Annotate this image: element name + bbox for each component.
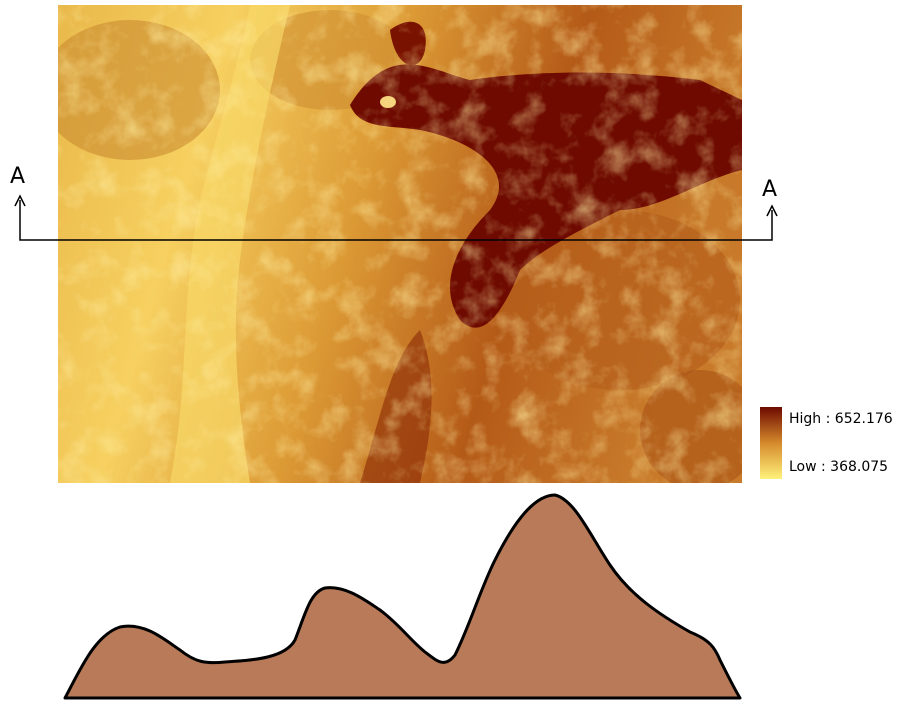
section-label: A — [762, 177, 777, 202]
legend-low: Low : 368.075 — [789, 459, 888, 475]
elevation-profile — [65, 495, 740, 698]
elevation-map — [40, 5, 760, 490]
page: A A High : 652.176 Low : 368.075 (() => … — [0, 0, 912, 705]
section-label: A — [10, 164, 25, 189]
legend-high: High : 652.176 — [789, 411, 893, 427]
figure: A A High : 652.176 Low : 368.075 — [0, 0, 912, 705]
legend-ramp — [760, 407, 782, 479]
